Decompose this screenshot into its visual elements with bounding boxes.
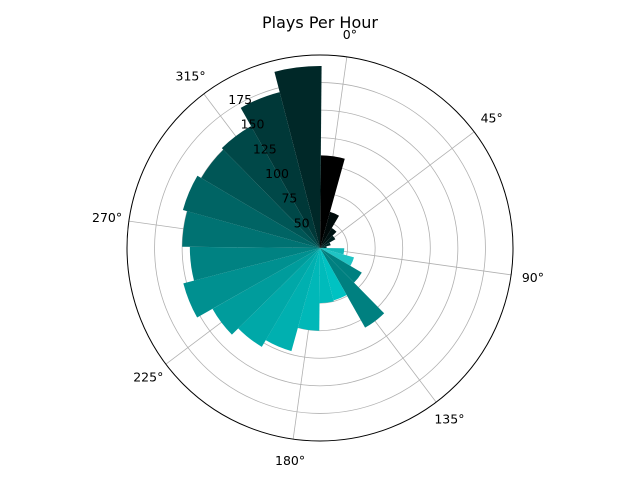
angle-tick-label: 315° xyxy=(176,68,206,83)
bar xyxy=(274,66,322,248)
bar xyxy=(183,248,320,318)
angle-tick-label: 90° xyxy=(522,270,544,285)
angle-tick-label: 0° xyxy=(343,27,357,42)
bar xyxy=(212,248,320,335)
bar xyxy=(265,248,320,352)
bar xyxy=(221,126,320,248)
tick-labels: 0° 45° 90° 135° 180° 225° 270° 315° 50 75 100 125 15… xyxy=(92,27,544,468)
bar xyxy=(320,248,362,283)
bar xyxy=(189,246,320,281)
bar xyxy=(182,211,320,248)
radial-tick-label: 175 xyxy=(228,92,252,107)
angular-gridline xyxy=(319,247,512,276)
bar xyxy=(320,235,336,248)
bar xyxy=(320,211,340,248)
bar xyxy=(320,248,347,301)
bar xyxy=(319,248,334,304)
bar xyxy=(320,246,327,249)
angular-gridline xyxy=(319,131,475,249)
bar xyxy=(320,242,331,248)
radial-tick-label: 100 xyxy=(265,166,289,181)
bars xyxy=(182,66,385,352)
bar xyxy=(320,248,345,255)
angle-tick-label: 270° xyxy=(92,210,122,225)
bar xyxy=(201,149,320,248)
bar xyxy=(182,175,320,248)
radial-tick-label: 125 xyxy=(253,141,277,156)
angle-tick-label: 225° xyxy=(133,369,163,384)
bar xyxy=(240,92,320,248)
bar xyxy=(320,248,385,328)
polar-frame xyxy=(126,54,514,442)
bar xyxy=(320,248,355,266)
bar xyxy=(297,248,320,331)
radial-tick-label: 75 xyxy=(281,191,297,206)
radial-tick-label: 50 xyxy=(294,215,310,230)
bar xyxy=(320,228,337,248)
angle-tick-label: 45° xyxy=(481,111,503,126)
angle-tick-label: 180° xyxy=(275,453,305,468)
bar xyxy=(238,248,320,347)
chart-title: Plays Per Hour xyxy=(262,13,378,32)
bar xyxy=(320,155,345,248)
angle-tick-label: 135° xyxy=(434,412,464,427)
radial-tick-label: 150 xyxy=(241,117,265,132)
